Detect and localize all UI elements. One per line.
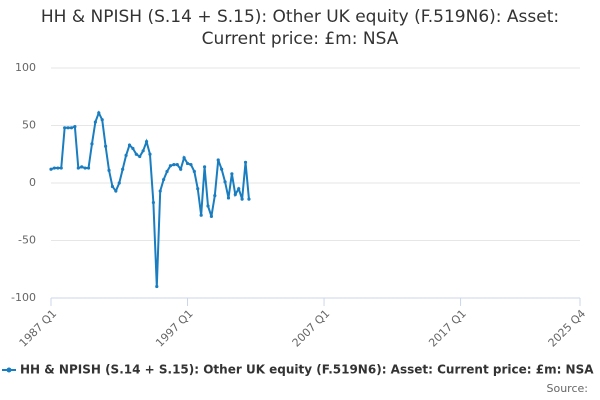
point — [168, 164, 173, 168]
point — [226, 196, 231, 200]
point — [97, 111, 101, 115]
point — [179, 167, 183, 171]
point — [230, 172, 234, 176]
point — [233, 192, 237, 197]
point — [66, 126, 70, 130]
point — [138, 154, 142, 159]
point — [86, 166, 91, 170]
point — [196, 187, 200, 191]
y-tick-label: 0 — [29, 176, 36, 189]
point — [206, 204, 210, 208]
point — [73, 125, 77, 129]
point — [49, 167, 53, 171]
point — [141, 149, 145, 153]
source: Source: — [547, 382, 589, 395]
point — [162, 177, 166, 182]
point — [134, 152, 138, 156]
point — [213, 194, 217, 198]
x-tick-label: 1997 Q1 — [153, 307, 196, 350]
point — [110, 184, 115, 189]
legend-label: HH & NPISH (S.14 + S.15): Other UK equit… — [20, 363, 594, 377]
point — [216, 158, 220, 162]
point — [243, 160, 248, 164]
x-tick-label: 2007 Q1 — [290, 307, 333, 350]
point — [247, 197, 251, 201]
series-line — [50, 110, 250, 287]
point — [131, 146, 135, 151]
point — [223, 180, 227, 184]
y-tick-label: 100 — [15, 61, 36, 74]
y-tick-label: -50 — [18, 234, 36, 247]
point — [148, 152, 152, 156]
point — [182, 156, 186, 160]
point — [114, 189, 118, 193]
point — [104, 144, 108, 148]
point — [124, 153, 128, 157]
point — [192, 169, 196, 174]
point — [189, 163, 193, 167]
point — [59, 166, 63, 170]
point — [93, 120, 97, 124]
point — [202, 165, 207, 169]
point — [240, 197, 244, 201]
point — [237, 187, 241, 191]
y-tick-label: 50 — [22, 119, 36, 132]
point — [76, 166, 80, 170]
point — [100, 118, 104, 122]
point — [83, 166, 87, 170]
point — [90, 142, 94, 146]
point — [63, 126, 67, 130]
point — [209, 214, 214, 218]
point — [127, 143, 132, 147]
point — [52, 166, 57, 170]
point — [220, 167, 224, 171]
point — [56, 166, 60, 170]
x-tick-label: 2025 Q4 — [546, 307, 589, 350]
point — [144, 140, 149, 144]
point — [151, 200, 155, 205]
legend-marker — [6, 367, 12, 373]
point — [155, 284, 159, 289]
point — [69, 126, 74, 130]
point — [199, 213, 203, 217]
point — [107, 168, 111, 172]
point — [158, 189, 162, 193]
y-tick-label: -100 — [11, 291, 36, 304]
point — [117, 181, 121, 185]
point — [165, 169, 169, 174]
point — [185, 161, 190, 166]
point — [172, 163, 176, 167]
point — [121, 167, 125, 171]
x-tick-label: 2017 Q1 — [426, 307, 469, 350]
point — [175, 163, 179, 167]
x-tick-label: 1987 Q1 — [17, 307, 60, 350]
chart-title: HH & NPISH (S.14 + S.15): Other UK equit… — [40, 7, 560, 49]
point — [80, 165, 84, 169]
